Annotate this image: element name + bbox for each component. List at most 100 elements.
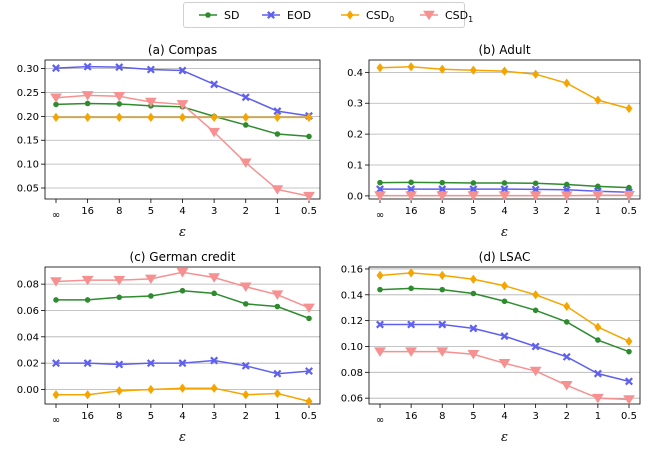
data-point bbox=[273, 112, 281, 122]
data-point bbox=[210, 356, 219, 365]
x-tick-label: 8 bbox=[439, 411, 445, 422]
axes-frame bbox=[368, 59, 641, 200]
legend-item-csd0: CSD0 bbox=[341, 9, 394, 24]
data-point bbox=[376, 270, 384, 281]
series-csd1 bbox=[50, 91, 315, 202]
panel-title: (c) German credit bbox=[130, 250, 236, 264]
x-tick-label: 1 bbox=[274, 411, 280, 422]
y-tick-label: 0.08 bbox=[17, 280, 39, 291]
data-point bbox=[144, 274, 157, 285]
legend-label: CSD0 bbox=[366, 9, 394, 24]
data-point bbox=[115, 63, 124, 72]
x-tick-label: ∞ bbox=[376, 415, 384, 426]
x-tick-label: 1 bbox=[595, 411, 601, 422]
data-point bbox=[501, 281, 508, 291]
data-point bbox=[374, 347, 386, 357]
data-point bbox=[377, 286, 383, 293]
data-point bbox=[560, 191, 573, 201]
x-axis-label: ε bbox=[179, 225, 186, 240]
legend: SD EOD CSD0 CSD1 bbox=[199, 9, 473, 24]
data-point bbox=[625, 377, 633, 386]
series-eod bbox=[52, 62, 313, 120]
x-tick-label: 2 bbox=[243, 206, 249, 217]
data-point bbox=[115, 360, 124, 369]
data-point bbox=[52, 64, 60, 73]
x-tick-label: 4 bbox=[179, 206, 185, 217]
data-point bbox=[273, 107, 282, 116]
y-tick-label: 0.1 bbox=[347, 161, 363, 172]
data-point bbox=[501, 66, 508, 76]
series-line bbox=[379, 287, 630, 353]
x-tick-label: 4 bbox=[501, 411, 507, 422]
y-tick-label: 0.02 bbox=[17, 359, 39, 370]
data-point bbox=[623, 395, 635, 405]
x-tick-label: 5 bbox=[148, 411, 154, 422]
data-point bbox=[407, 268, 415, 278]
data-point bbox=[146, 65, 155, 74]
data-point bbox=[116, 294, 123, 301]
data-point bbox=[591, 393, 604, 404]
data-point bbox=[146, 359, 155, 368]
data-point bbox=[626, 348, 632, 355]
y-tick-label: 0.10 bbox=[341, 342, 363, 353]
y-tick-label: 0.12 bbox=[341, 316, 363, 327]
data-point bbox=[470, 180, 477, 186]
x-tick-label: 3 bbox=[532, 206, 538, 217]
x-tick-label: 3 bbox=[211, 411, 217, 422]
legend-marker bbox=[423, 10, 435, 21]
data-point bbox=[242, 122, 249, 128]
data-point bbox=[271, 290, 284, 300]
data-point bbox=[560, 381, 573, 391]
series-line bbox=[380, 323, 630, 383]
legend-label: EOD bbox=[287, 9, 311, 22]
data-point bbox=[436, 191, 449, 201]
data-point bbox=[531, 342, 540, 351]
data-point bbox=[467, 349, 480, 360]
x-tick-label: 0.5 bbox=[621, 411, 637, 422]
series-eod bbox=[376, 320, 633, 386]
series-csd0 bbox=[52, 112, 313, 122]
legend-label-subscript: 0 bbox=[389, 15, 394, 24]
panel-2: 0.0 0.1 0.2 0.3 0.4 ∞ 16 8 5 4 3 2 1 0.5 (b) Adult ε bbox=[347, 43, 641, 240]
x-tick-label: ∞ bbox=[52, 210, 60, 221]
data-point bbox=[405, 191, 418, 201]
panel-1: 0.05 0.10 0.15 0.20 0.25 0.30 ∞ 16 8 5 4 3 2 1 0.5 (a) … bbox=[17, 43, 321, 240]
data-point bbox=[242, 112, 250, 122]
data-point bbox=[501, 180, 508, 186]
y-tick-label: 0.20 bbox=[17, 112, 39, 123]
x-tick-label: 8 bbox=[116, 411, 122, 422]
data-point bbox=[81, 275, 94, 286]
data-point bbox=[529, 366, 542, 377]
series-sd bbox=[377, 179, 632, 191]
x-tick-label: 0.5 bbox=[301, 411, 317, 422]
data-point bbox=[407, 185, 416, 194]
y-tick-label: 0.00 bbox=[17, 385, 39, 396]
series-csd0 bbox=[52, 383, 313, 406]
data-point bbox=[52, 112, 60, 122]
data-point bbox=[50, 93, 62, 103]
x-tick-label: 5 bbox=[470, 206, 476, 217]
data-point bbox=[84, 297, 91, 303]
data-point bbox=[439, 286, 446, 293]
x-tick-label: 4 bbox=[179, 411, 185, 422]
data-point bbox=[625, 336, 633, 346]
data-point bbox=[306, 133, 312, 140]
legend-label-base: CSD bbox=[366, 9, 389, 22]
data-point bbox=[595, 183, 601, 190]
data-point bbox=[179, 383, 186, 393]
axes-frame bbox=[44, 59, 321, 200]
y-tick-label: 0.0 bbox=[347, 191, 363, 202]
x-tick-label: 2 bbox=[243, 411, 249, 422]
data-point bbox=[176, 100, 189, 110]
data-point bbox=[593, 369, 602, 378]
data-point bbox=[84, 390, 92, 400]
legend-item-csd1: CSD1 bbox=[420, 9, 473, 24]
data-point bbox=[438, 270, 446, 281]
data-point bbox=[469, 185, 478, 194]
x-axis-label: ε bbox=[501, 225, 508, 240]
data-point bbox=[594, 95, 602, 105]
axes-frame bbox=[44, 266, 321, 405]
y-tick-label: 0.2 bbox=[347, 130, 363, 141]
data-point bbox=[591, 191, 604, 201]
legend-item-sd: SD bbox=[199, 9, 239, 22]
